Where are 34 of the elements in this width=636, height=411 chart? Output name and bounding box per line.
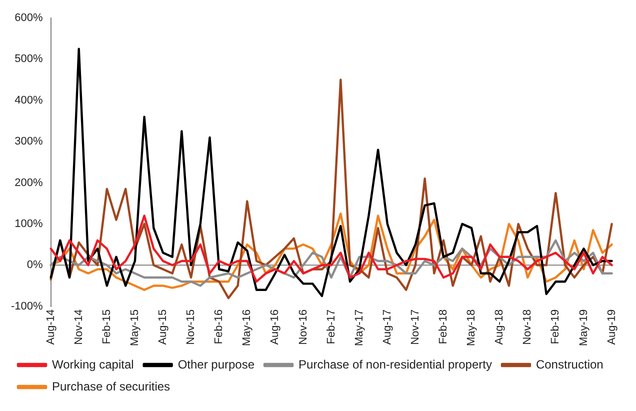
x-tick-label: Aug-19: [606, 309, 618, 345]
x-tick-label: May-17: [353, 309, 366, 346]
x-tick-label: Feb-19: [550, 309, 562, 344]
legend-label: Other purpose: [178, 357, 255, 372]
x-tick-label: May-16: [241, 309, 254, 346]
x-tick-label: Feb-18: [438, 309, 450, 344]
y-tick-label: 100%: [14, 218, 44, 230]
y-tick-label: -100%: [11, 300, 44, 312]
x-tick-label: May-19: [578, 309, 590, 346]
legend-label: Working capital: [52, 357, 134, 372]
x-tick-label: Aug-16: [269, 309, 282, 345]
x-tick-label: Feb-17: [325, 309, 338, 344]
y-tick-label: 300%: [14, 136, 44, 148]
x-tick-label: Aug-15: [157, 309, 170, 345]
x-tick-label: May-18: [466, 309, 478, 346]
y-tick-label: 200%: [14, 176, 44, 189]
x-tick-label: Nov-14: [72, 309, 85, 345]
x-tick-label: Aug-18: [494, 309, 506, 345]
x-tick-label: Nov-17: [409, 309, 422, 345]
x-tick-label: Aug-17: [381, 309, 394, 345]
x-tick-label: Nov-18: [522, 309, 534, 345]
x-tick-label: Feb-15: [100, 309, 113, 344]
legend-label: Purchase of securities: [52, 379, 170, 394]
y-tick-label: 600%: [14, 12, 44, 24]
x-tick-label: Nov-16: [297, 309, 310, 345]
y-tick-label: 500%: [14, 53, 44, 66]
legend-label: Purchase of non-residential property: [298, 357, 492, 372]
x-tick-label: Feb-16: [213, 309, 226, 344]
x-tick-label: Aug-14: [44, 309, 57, 345]
x-tick-label: May-15: [128, 309, 141, 346]
x-tick-label: Nov-15: [185, 309, 198, 345]
y-tick-label: 400%: [14, 94, 44, 106]
y-tick-label: 0%: [26, 259, 44, 272]
legend-label: Construction: [536, 357, 604, 372]
